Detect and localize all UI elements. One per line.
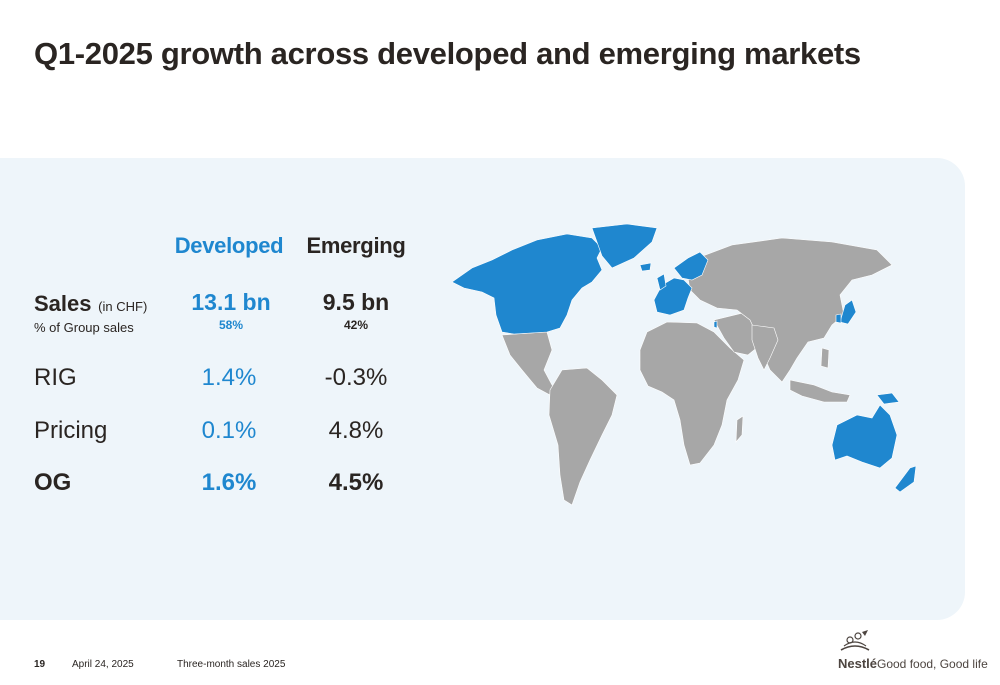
brand-tagline: Good food, Good life bbox=[877, 657, 988, 671]
developed-rig-value: 1.4% bbox=[201, 364, 257, 391]
developed-sales-value: 13.1 bn bbox=[191, 289, 271, 315]
emerging-og-value: 4.5% bbox=[328, 469, 384, 496]
world-map bbox=[452, 223, 917, 506]
new-zealand bbox=[894, 465, 917, 493]
emerging-header: Emerging bbox=[306, 233, 406, 258]
footer-report: Three-month sales 2025 bbox=[177, 659, 286, 670]
australia bbox=[831, 404, 898, 469]
footer-date: April 24, 2025 bbox=[72, 659, 134, 670]
africa bbox=[639, 321, 745, 466]
united-kingdom bbox=[656, 273, 667, 291]
emerging-share-value: 42% bbox=[343, 318, 369, 332]
emerging-markets-regions bbox=[501, 237, 893, 506]
developed-og-value: 1.6% bbox=[201, 469, 257, 496]
page-number: 19 bbox=[34, 659, 46, 670]
emerging-sales-value: 9.5 bn bbox=[322, 289, 390, 315]
russia-asia bbox=[687, 237, 893, 383]
group-share-label: % of Group sales bbox=[34, 320, 134, 335]
sales-label-group: Sales (in CHF) bbox=[34, 290, 147, 318]
slide-title: Q1-2025 growth across developed and emer… bbox=[34, 36, 861, 71]
papua-new-guinea bbox=[876, 392, 900, 405]
developed-markets-regions bbox=[452, 223, 917, 493]
greenland bbox=[591, 223, 658, 269]
og-label: OG bbox=[34, 469, 72, 496]
southeast-asia bbox=[789, 379, 851, 403]
developed-share-value: 58% bbox=[218, 318, 244, 332]
south-america bbox=[548, 367, 618, 506]
emerging-rig-value: -0.3% bbox=[324, 364, 388, 391]
south-korea bbox=[835, 313, 842, 324]
emerging-pricing-value: 4.8% bbox=[328, 417, 384, 444]
sales-unit: (in CHF) bbox=[98, 299, 148, 314]
israel bbox=[713, 320, 718, 329]
india bbox=[751, 324, 779, 371]
brand-name: Nestlé bbox=[838, 656, 878, 671]
nestle-nest-logo-icon bbox=[840, 630, 870, 651]
pricing-label: Pricing bbox=[34, 417, 108, 444]
sales-label: Sales bbox=[34, 291, 92, 316]
iceland bbox=[639, 262, 652, 272]
north-america bbox=[452, 233, 603, 335]
philippines bbox=[820, 347, 830, 369]
scandinavia bbox=[673, 251, 709, 281]
developed-header: Developed bbox=[174, 233, 284, 258]
rig-label: RIG bbox=[34, 364, 77, 391]
developed-pricing-value: 0.1% bbox=[201, 417, 257, 444]
madagascar bbox=[735, 415, 744, 443]
